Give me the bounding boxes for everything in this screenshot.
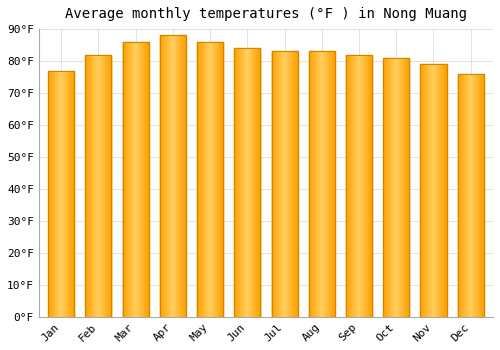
Bar (458, 74, 483, 317)
Bar (272, 51, 297, 317)
Bar (420, 64, 446, 317)
Bar (122, 42, 148, 317)
Bar (160, 35, 186, 317)
Bar (197, 42, 223, 317)
Bar (383, 58, 409, 317)
Bar (308, 51, 335, 317)
Title: Average monthly temperatures (°F ) in Nong Muang: Average monthly temperatures (°F ) in No… (65, 7, 467, 21)
Bar (48, 71, 74, 317)
Bar (86, 55, 112, 317)
Bar (234, 48, 260, 317)
Bar (346, 55, 372, 317)
